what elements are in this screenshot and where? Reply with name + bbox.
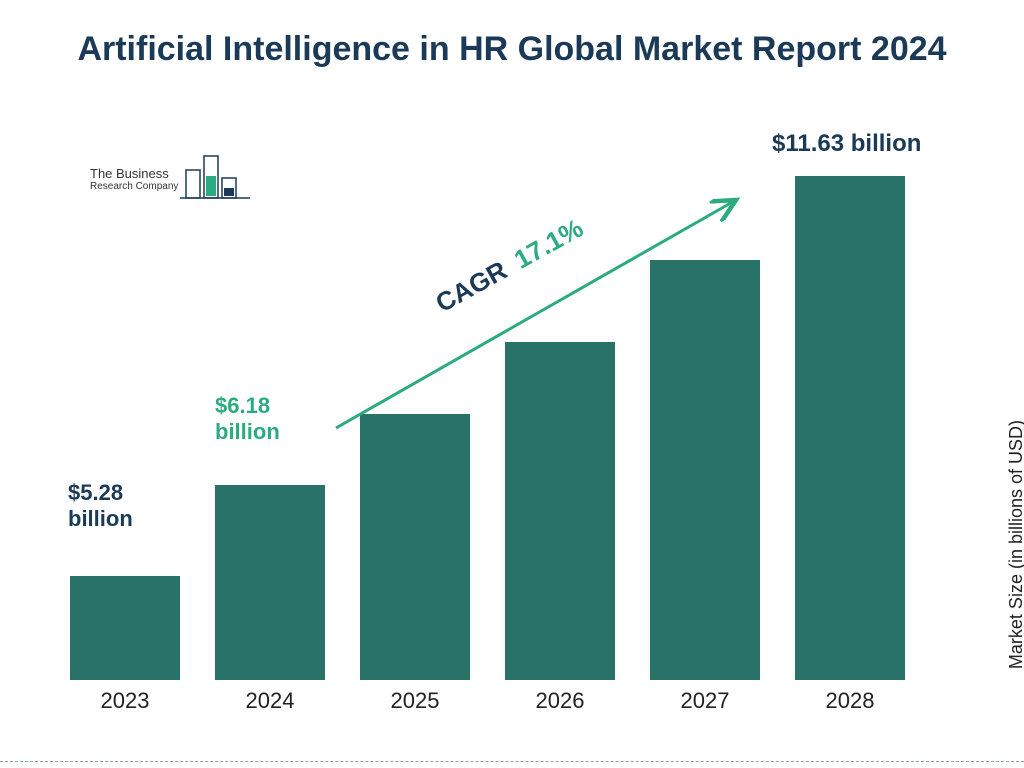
bottom-divider	[0, 761, 1024, 762]
chart-plot-area: 2023 2024 2025 2026 2027 2028	[70, 160, 940, 720]
bar: 2028	[795, 176, 905, 680]
bar-x-label: 2028	[795, 688, 905, 714]
bar: 2023	[70, 576, 180, 680]
value-label: $11.63 billion	[772, 130, 921, 159]
bar: 2027	[650, 260, 760, 680]
bar-x-label: 2027	[650, 688, 760, 714]
bar: 2026	[505, 342, 615, 680]
bars-container: 2023 2024 2025 2026 2027 2028	[70, 160, 940, 680]
bar: 2025	[360, 414, 470, 681]
value-label: $6.18billion	[215, 393, 280, 446]
bar-x-label: 2025	[360, 688, 470, 714]
y-axis-label: Market Size (in billions of USD)	[1006, 420, 1024, 669]
bar: 2024	[215, 485, 325, 680]
bar-x-label: 2026	[505, 688, 615, 714]
chart-title: Artificial Intelligence in HR Global Mar…	[0, 28, 1024, 71]
value-label: $5.28billion	[68, 480, 133, 533]
bar-x-label: 2023	[70, 688, 180, 714]
bar-x-label: 2024	[215, 688, 325, 714]
